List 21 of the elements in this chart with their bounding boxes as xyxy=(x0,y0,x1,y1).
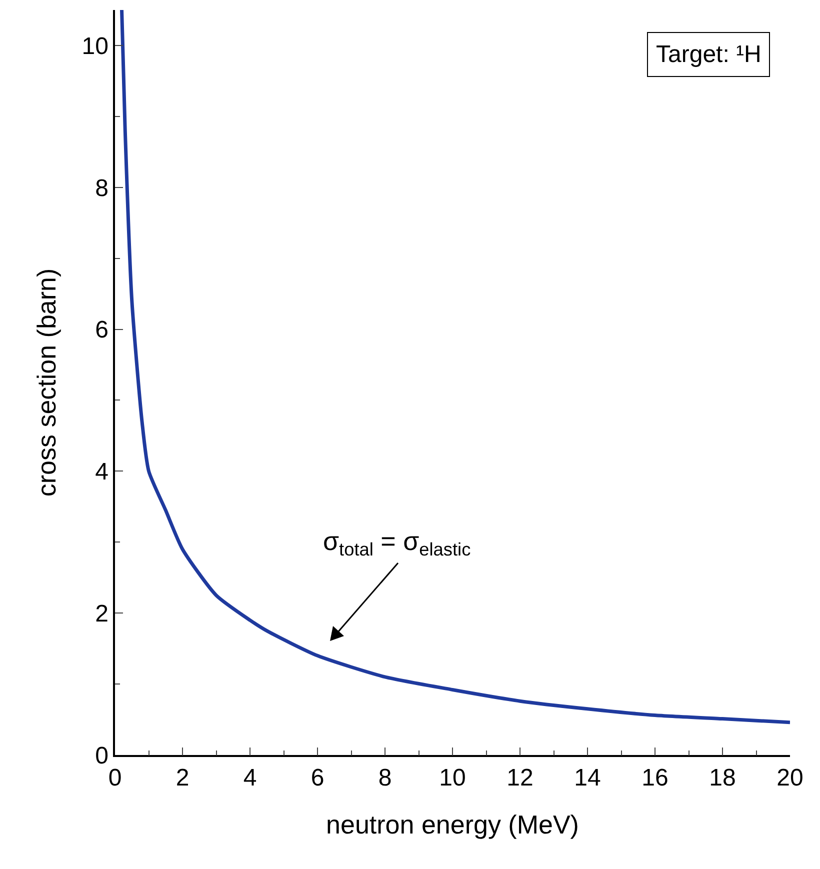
x-tick-label: 20 xyxy=(776,764,804,792)
y-tick-label: 8 xyxy=(95,174,108,202)
annotation: Target: ¹H xyxy=(656,41,762,68)
x-tick-label: 18 xyxy=(709,764,736,792)
x-tick-label: 6 xyxy=(310,764,324,792)
x-tick-label: 10 xyxy=(439,764,466,792)
x-tick-label: 16 xyxy=(642,764,668,792)
y-tick-label: 4 xyxy=(95,458,108,486)
annotation: σ$_{total}$ = σ$_{elastic}$ xyxy=(323,526,471,560)
x-tick-label: 12 xyxy=(506,764,534,792)
y-tick-label: 2 xyxy=(95,600,108,628)
x-axis-title: neutron energy (MeV) xyxy=(326,810,579,840)
x-tick-label: 8 xyxy=(378,764,392,792)
y-tick-label: 6 xyxy=(95,316,108,344)
x-tick-label: 14 xyxy=(574,764,601,792)
y-axis-title: cross section (barn) xyxy=(32,268,62,497)
line-series xyxy=(120,10,790,724)
x-tick-label: 4 xyxy=(243,764,257,792)
y-tick-label: 10 xyxy=(82,32,108,60)
x-tick-label: 2 xyxy=(176,764,190,792)
y-tick-label: 0 xyxy=(95,742,108,770)
